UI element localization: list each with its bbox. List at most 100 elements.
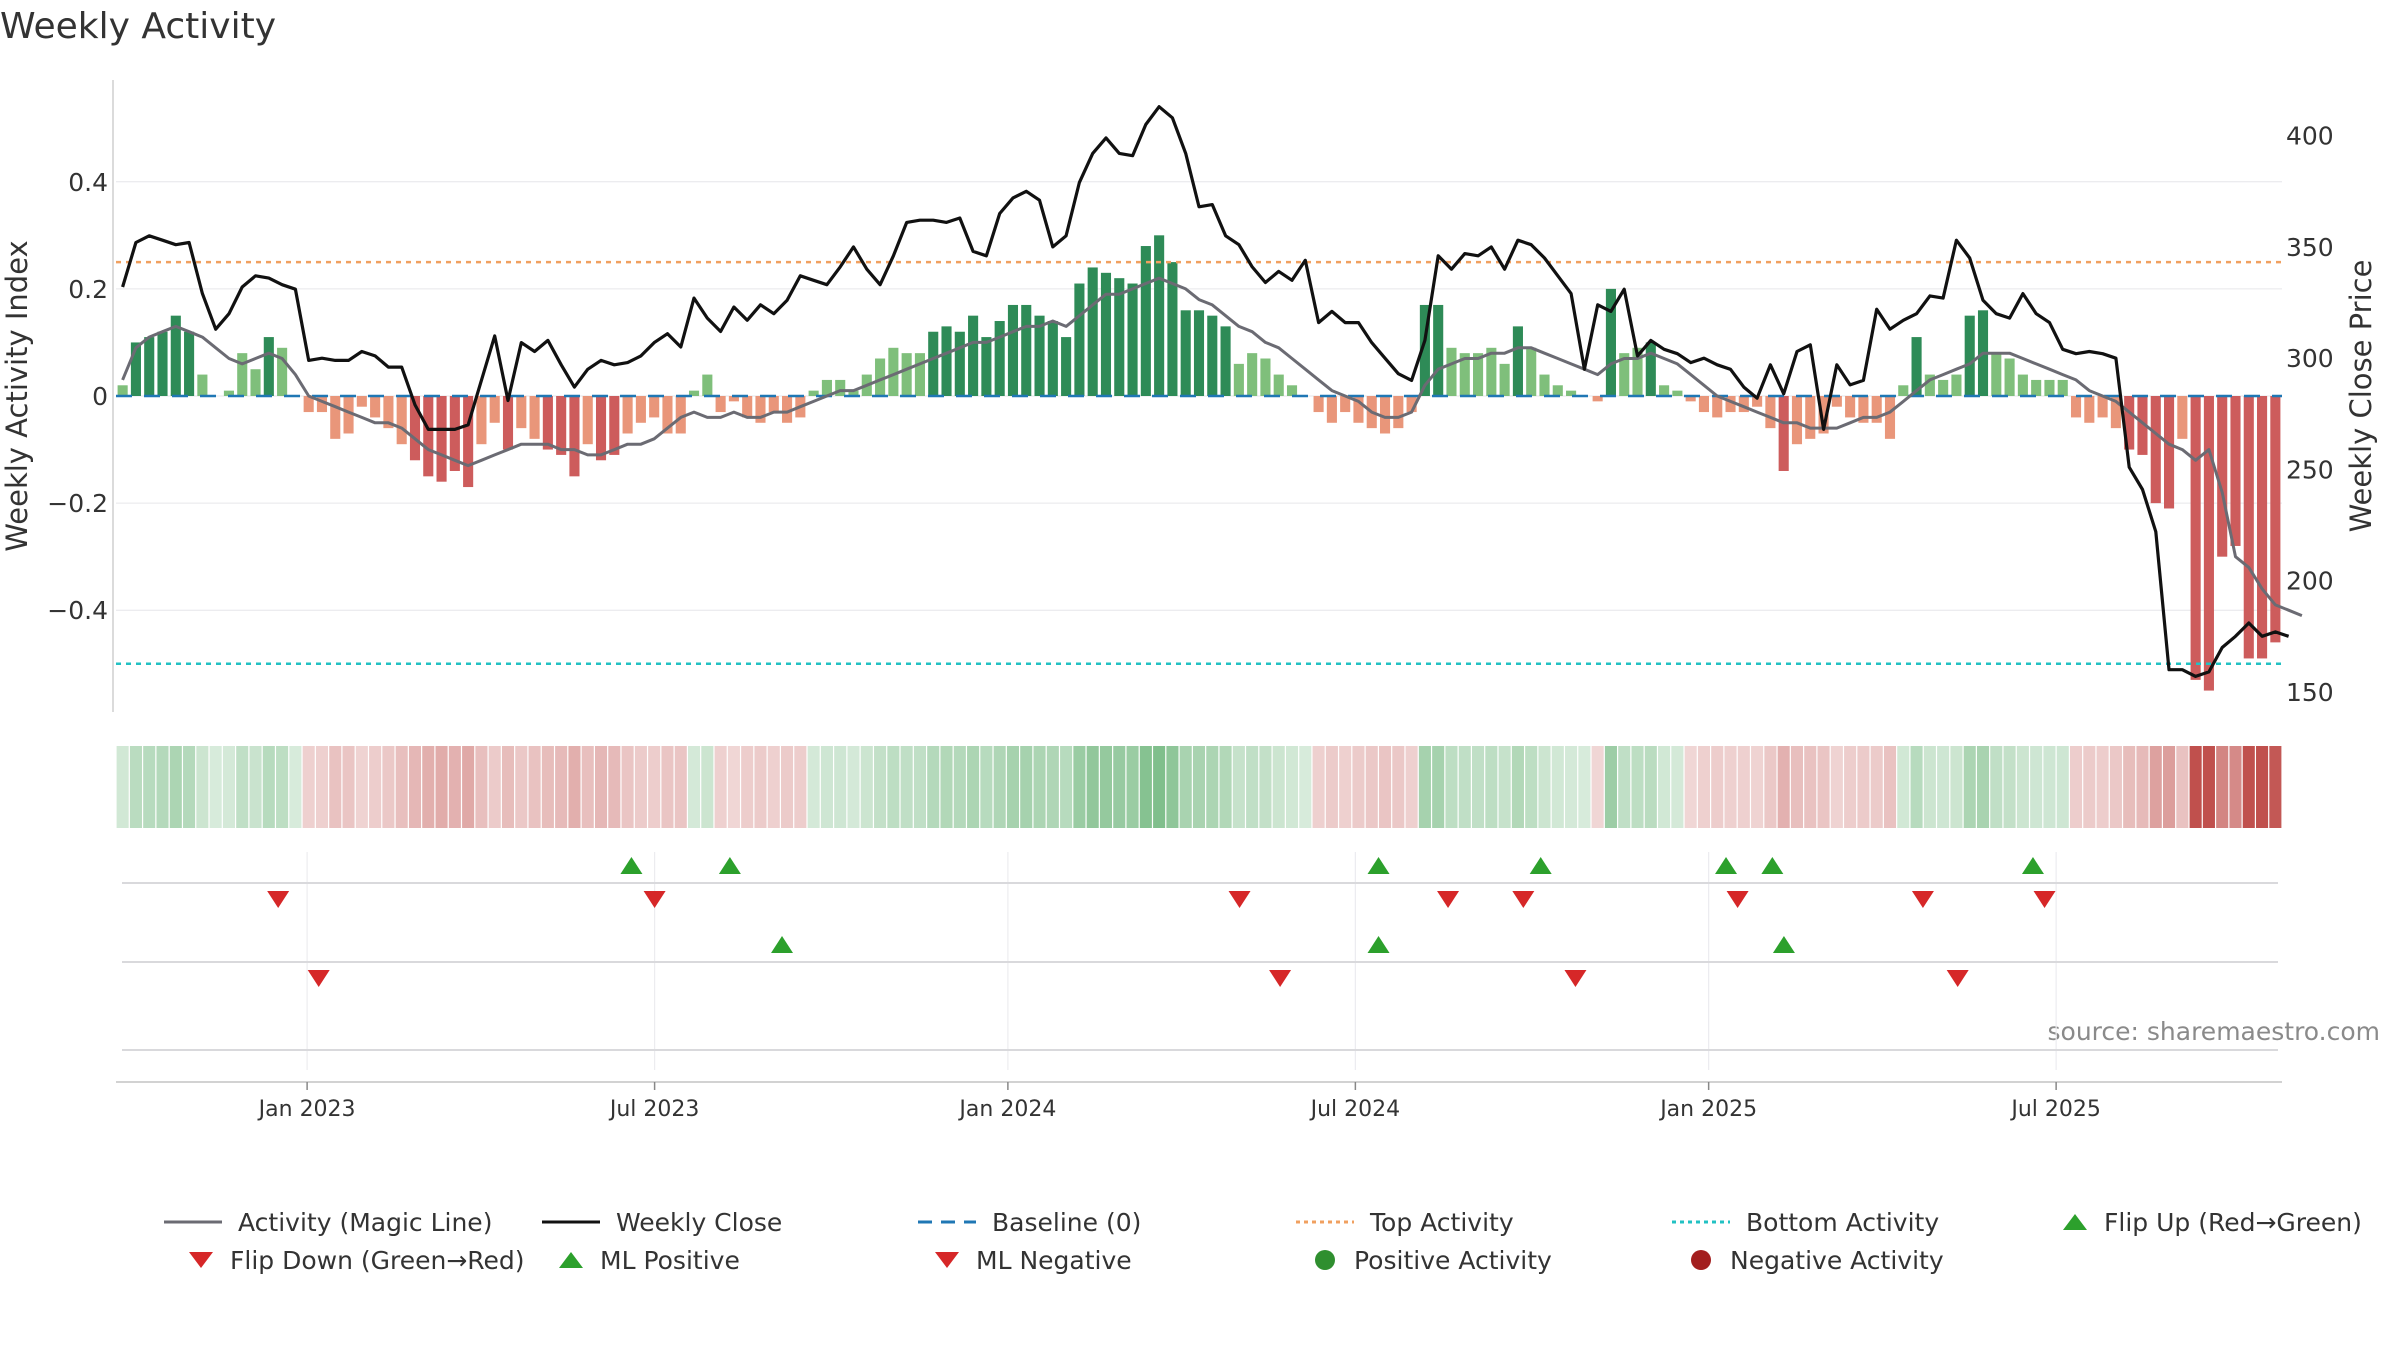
activity-bar <box>2084 396 2095 423</box>
heat-cell <box>1458 746 1471 828</box>
heat-cell <box>2043 746 2056 828</box>
heat-cell <box>940 746 953 828</box>
heat-cell <box>860 746 873 828</box>
activity-bar <box>184 331 195 396</box>
heat-cell <box>1937 746 1950 828</box>
activity-bar <box>1911 337 1922 396</box>
axes-layer: 0.4 0.2 0 −0.2 −0.4 400 350 300 250 200 150 <box>47 80 2334 712</box>
heat-cell <box>116 746 129 828</box>
heat-cell <box>714 746 727 828</box>
heat-cell <box>462 746 475 828</box>
heat-cell <box>302 746 315 828</box>
heat-cell <box>1923 746 1936 828</box>
heat-cell <box>2109 746 2122 828</box>
heat-cell <box>1498 746 1511 828</box>
heat-cell <box>1246 746 1259 828</box>
activity-bar <box>157 331 168 396</box>
activity-bar <box>2044 379 2055 396</box>
heat-cell <box>781 746 794 828</box>
activity-bar <box>1034 315 1045 396</box>
heat-cell <box>1325 746 1338 828</box>
heat-cell <box>1737 746 1750 828</box>
heat-cell <box>1099 746 1113 828</box>
down-marker <box>267 891 290 908</box>
heat-cell <box>1272 746 1285 828</box>
up-marker <box>1529 857 1552 874</box>
heat-cell <box>953 746 966 828</box>
heat-cell <box>648 746 661 828</box>
heat-cell <box>435 746 448 828</box>
heat-cell <box>1472 746 1485 828</box>
heat-cell <box>661 746 674 828</box>
activity-bar <box>662 396 673 434</box>
activity-bar <box>742 396 753 418</box>
heat-cell <box>967 746 980 828</box>
heat-cell <box>1697 746 1711 828</box>
activity-bar <box>2097 396 2108 418</box>
up-marker <box>771 936 794 953</box>
activity-bar <box>542 396 553 450</box>
legend-ml-positive-label: ML Positive <box>600 1245 740 1275</box>
heat-cell <box>528 746 541 828</box>
heat-cell <box>2136 746 2149 828</box>
activity-bar <box>1021 304 1032 396</box>
heat-cell <box>2123 746 2136 828</box>
activity-bar <box>582 396 593 445</box>
heat-cell <box>1604 746 1617 828</box>
legend-baseline: Baseline (0) <box>918 1204 1141 1240</box>
heat-cell <box>1883 746 1897 828</box>
heat-cell <box>1817 746 1830 828</box>
heat-cell <box>621 746 634 828</box>
heat-cell <box>794 746 807 828</box>
activity-bar <box>2203 396 2214 691</box>
heat-cell <box>2216 746 2229 828</box>
heat-cell <box>1644 746 1657 828</box>
magic-line-series <box>121 276 2303 617</box>
heat-cell <box>1126 746 1139 828</box>
heat-cell <box>1764 746 1777 828</box>
heat-cell <box>1910 746 1923 828</box>
heat-cell <box>2256 746 2269 828</box>
heat-cell <box>2189 746 2202 828</box>
activity-bar <box>1659 385 1670 396</box>
heat-cell <box>183 746 196 828</box>
activity-bar <box>409 396 421 461</box>
heat-cell <box>1830 746 1843 828</box>
down-marker <box>1437 891 1460 908</box>
negative-activity-dot-icon <box>1691 1250 1711 1270</box>
up-marker <box>2021 857 2044 874</box>
heat-cell <box>1086 746 1099 828</box>
activity-bars <box>117 235 2281 691</box>
activity-bar <box>675 396 686 434</box>
up-marker <box>718 857 741 874</box>
heat-cell <box>1777 746 1790 828</box>
activity-bar <box>1898 385 1909 396</box>
weekly-close-series <box>121 105 2290 679</box>
activity-bar <box>569 396 580 477</box>
y-right-tick-label: 200 <box>2286 567 2334 596</box>
heat-cell <box>874 746 887 828</box>
heat-cell <box>422 746 435 828</box>
activity-bar <box>356 396 367 407</box>
activity-bar <box>1725 396 1736 413</box>
activity-bar <box>303 396 314 413</box>
activity-bar <box>715 396 726 413</box>
activity-bar <box>1167 262 1178 396</box>
activity-bar <box>436 396 447 482</box>
heat-cell <box>581 746 594 828</box>
heat-cell <box>555 746 568 828</box>
activity-bar <box>1552 385 1563 396</box>
x-tick-label: Jan 2023 <box>257 1097 356 1122</box>
activity-bar <box>2190 396 2201 680</box>
heat-cell <box>2269 746 2282 828</box>
heat-cell <box>834 746 847 828</box>
activity-bar <box>888 347 899 396</box>
heat-cell <box>1551 746 1564 828</box>
heat-cell <box>501 746 515 828</box>
heat-cell <box>276 746 289 828</box>
activity-bar <box>2031 379 2042 396</box>
activity-bar <box>237 353 248 396</box>
activity-bar <box>595 396 607 461</box>
activity-bar <box>223 390 235 396</box>
activity-bar <box>383 396 394 429</box>
